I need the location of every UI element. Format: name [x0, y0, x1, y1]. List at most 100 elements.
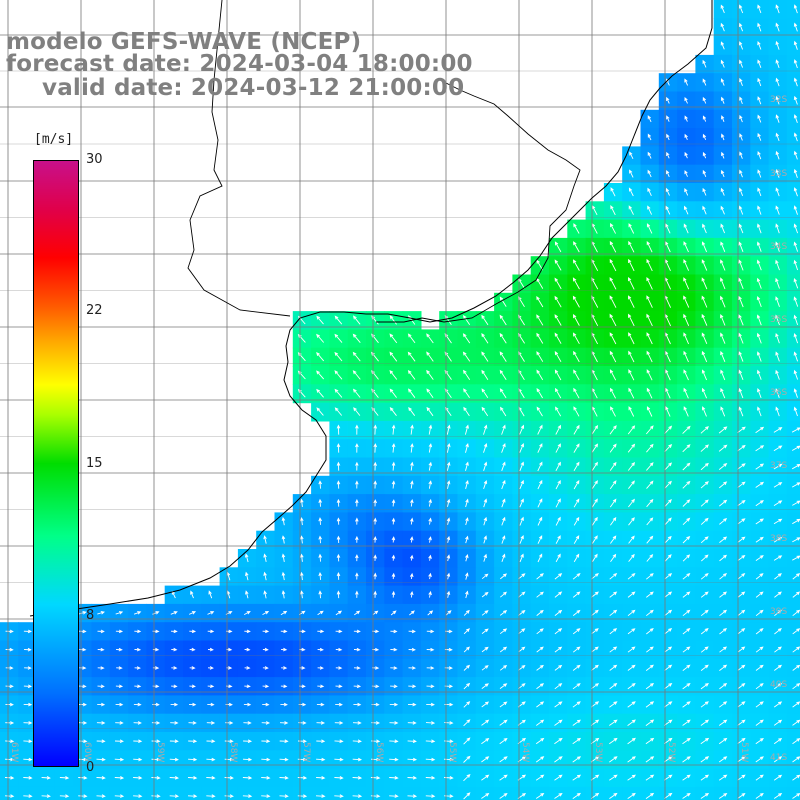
wind-arrow — [391, 499, 396, 507]
wind-arrow — [646, 554, 654, 562]
wind-arrow — [645, 792, 655, 799]
wind-arrow — [335, 610, 343, 616]
wind-arrow — [554, 737, 563, 745]
wind-arrow — [757, 41, 762, 50]
wind-arrow — [737, 793, 746, 799]
wind-arrow — [281, 553, 286, 562]
wind-arrow — [683, 369, 689, 381]
wind-arrow — [318, 517, 322, 525]
wind-arrow — [555, 498, 561, 508]
wind-arrow — [702, 133, 707, 140]
wind-speed-cell — [786, 658, 800, 678]
wind-arrow — [207, 611, 215, 615]
wind-arrow — [720, 187, 725, 196]
wind-arrow — [298, 721, 307, 725]
wind-arrow — [187, 794, 198, 798]
wind-speed-cell — [786, 768, 800, 788]
wind-arrow — [793, 168, 798, 178]
wind-arrow — [189, 629, 197, 634]
wind-arrow — [793, 150, 798, 160]
wind-arrow — [682, 719, 691, 726]
wind-speed-cell — [146, 786, 166, 800]
wind-arrow — [279, 739, 289, 744]
wind-speed-cell — [786, 567, 800, 587]
wind-arrow — [720, 295, 726, 308]
wind-arrow — [738, 241, 744, 252]
wind-arrow — [793, 114, 798, 123]
wind-arrow — [536, 719, 545, 726]
wind-arrow — [700, 517, 709, 525]
wind-arrow — [189, 611, 197, 615]
wind-arrow — [774, 646, 782, 653]
wind-arrow — [445, 610, 452, 616]
wind-arrow — [352, 388, 361, 398]
wind-arrow — [536, 591, 544, 598]
wind-arrow — [645, 664, 654, 671]
wind-arrow — [133, 702, 142, 707]
wind-arrow — [446, 572, 451, 580]
wind-arrow — [682, 480, 691, 489]
wind-arrow — [410, 424, 414, 435]
wind-arrow — [355, 590, 359, 598]
wind-arrow — [664, 664, 673, 671]
wind-arrow — [134, 666, 141, 670]
wind-arrow — [316, 315, 324, 325]
wind-arrow — [207, 629, 215, 634]
wind-arrow — [152, 611, 160, 615]
wind-arrow — [554, 591, 563, 598]
wind-arrow — [702, 187, 707, 196]
wind-arrow — [591, 664, 599, 671]
wind-arrow — [389, 757, 399, 762]
wind-arrow — [793, 333, 799, 344]
wind-arrow — [518, 646, 526, 653]
wind-arrow — [609, 240, 617, 253]
wind-arrow — [426, 351, 434, 362]
wind-arrow — [737, 426, 746, 434]
wind-arrow — [702, 115, 707, 122]
wind-arrow — [757, 96, 762, 105]
wind-arrow — [281, 647, 288, 652]
wind-speed-cell — [274, 786, 294, 800]
wind-arrow — [501, 535, 506, 544]
wind-arrow — [738, 387, 744, 399]
wind-arrow — [683, 205, 689, 215]
wind-arrow — [627, 664, 636, 671]
wind-arrow — [773, 756, 783, 763]
wind-arrow — [115, 721, 124, 725]
wind-speed-cell — [786, 329, 800, 349]
wind-arrow — [189, 684, 196, 689]
wind-arrow — [609, 332, 617, 345]
wind-arrow — [684, 96, 688, 104]
wind-arrow — [428, 536, 432, 543]
wind-arrow — [483, 553, 487, 562]
wind-arrow — [684, 78, 689, 86]
wind-speed-cell — [786, 146, 800, 166]
wind-arrow — [700, 462, 709, 471]
wind-arrow — [334, 776, 344, 780]
latitude-label: 37S — [770, 461, 787, 471]
wind-arrow — [755, 591, 764, 598]
wind-arrow — [501, 553, 506, 562]
wind-arrow — [663, 756, 673, 763]
wind-arrow — [793, 296, 799, 307]
wind-arrow — [775, 95, 780, 105]
wind-arrow — [591, 205, 598, 216]
wind-arrow — [444, 739, 454, 744]
wind-arrow — [352, 757, 363, 762]
wind-arrow — [390, 684, 398, 689]
wind-arrow — [370, 794, 381, 798]
wind-arrow — [737, 609, 746, 617]
wind-arrow — [78, 611, 87, 615]
wind-arrow — [610, 553, 617, 562]
wind-arrow — [775, 187, 780, 197]
wind-arrow — [355, 424, 359, 435]
wind-arrow — [646, 295, 653, 308]
wind-arrow — [499, 738, 508, 745]
wind-arrow — [244, 553, 249, 563]
wind-arrow — [426, 333, 434, 344]
wind-speed-cell — [36, 786, 56, 800]
wind-arrow — [628, 406, 635, 417]
wind-arrow — [463, 719, 471, 727]
wind-arrow — [481, 573, 489, 580]
wind-arrow — [609, 498, 617, 508]
